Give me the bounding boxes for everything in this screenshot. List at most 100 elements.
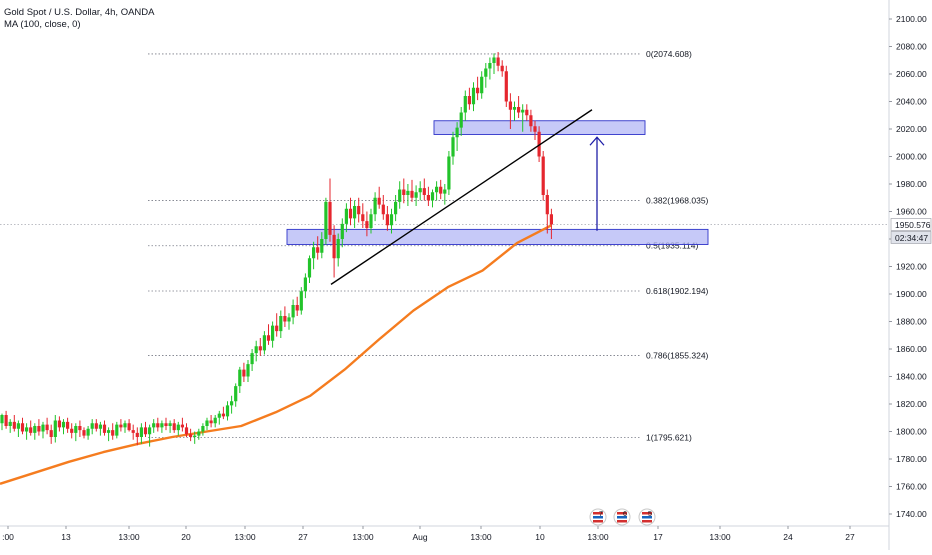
candle[interactable] [496,52,500,72]
candle[interactable] [312,241,316,270]
candle[interactable] [49,424,53,444]
candle[interactable] [512,101,517,121]
candle[interactable] [418,181,422,201]
candle[interactable] [336,233,340,267]
candle[interactable] [20,417,25,435]
candle[interactable] [123,420,127,433]
candle[interactable] [332,225,336,278]
candle[interactable] [152,419,156,433]
candle[interactable] [488,57,492,80]
candle[interactable] [389,208,394,234]
event-badge[interactable]: 7 [589,508,607,526]
candle[interactable] [500,60,504,77]
candle[interactable] [33,423,37,440]
candle[interactable] [119,419,123,432]
event-badge[interactable]: 6 [613,508,631,526]
candle[interactable] [98,421,102,436]
candle[interactable] [361,203,365,228]
candle[interactable] [242,362,246,382]
candle[interactable] [180,417,184,432]
candle[interactable] [90,419,94,435]
candle[interactable] [94,419,98,432]
candle[interactable] [533,120,537,140]
candle[interactable] [78,420,82,438]
candle[interactable] [238,366,242,393]
candle[interactable] [328,178,332,242]
candle[interactable] [164,417,168,431]
candle[interactable] [517,96,521,118]
candle[interactable] [316,236,320,260]
candle[interactable] [258,338,262,356]
candle[interactable] [176,421,180,436]
candle[interactable] [451,131,455,165]
candle[interactable] [127,419,131,432]
candle[interactable] [86,426,90,440]
candle[interactable] [135,427,139,446]
candle[interactable] [234,383,238,407]
candle[interactable] [102,420,107,436]
candle[interactable] [521,104,525,132]
candle[interactable] [254,340,258,362]
candle[interactable] [541,151,545,201]
candle[interactable] [4,410,8,429]
candle[interactable] [193,431,197,444]
candle[interactable] [463,90,467,121]
candle[interactable] [74,423,78,442]
candle[interactable] [184,423,189,437]
candle[interactable] [365,211,369,237]
candle[interactable] [291,299,295,325]
candle[interactable] [320,232,324,259]
candle[interactable] [545,189,549,234]
candle[interactable] [25,423,29,440]
candle[interactable] [340,218,344,248]
candle[interactable] [422,178,426,201]
candle[interactable] [484,63,488,88]
candle[interactable] [447,151,451,195]
candle[interactable] [111,423,115,440]
candle[interactable] [348,197,353,226]
candle[interactable] [455,122,459,151]
candle[interactable] [398,181,402,209]
candle[interactable] [41,421,45,439]
candle[interactable] [504,65,508,107]
candle[interactable] [537,126,541,162]
candle[interactable] [16,420,20,438]
candle[interactable] [303,273,307,299]
candle[interactable] [57,416,61,432]
candle[interactable] [143,421,148,437]
candle[interactable] [66,417,70,433]
candle[interactable] [61,419,66,435]
candle[interactable] [525,104,529,121]
candle[interactable] [12,415,16,432]
candle[interactable] [217,410,221,425]
candle[interactable] [250,349,254,371]
candle[interactable] [459,107,463,136]
candle[interactable] [29,420,33,436]
candle[interactable] [45,417,49,435]
candle[interactable] [107,427,111,442]
candle[interactable] [307,255,312,284]
candle[interactable] [467,87,471,110]
candle[interactable] [225,401,230,421]
candle[interactable] [385,206,389,231]
candle[interactable] [131,424,135,440]
candle[interactable] [480,71,484,99]
candle[interactable] [443,184,447,205]
candle[interactable] [471,82,476,112]
ma-line[interactable] [0,224,552,485]
candle[interactable] [82,427,86,439]
candle[interactable] [156,417,160,432]
candle[interactable] [435,181,439,201]
candle[interactable] [476,76,480,101]
candle[interactable] [275,313,279,337]
candle[interactable] [381,195,385,220]
candle[interactable] [402,178,406,204]
candle[interactable] [353,200,357,229]
candle[interactable] [394,195,398,222]
candle[interactable] [209,415,213,428]
candle[interactable] [369,208,373,234]
candle[interactable] [205,417,209,431]
candle[interactable] [201,423,205,436]
